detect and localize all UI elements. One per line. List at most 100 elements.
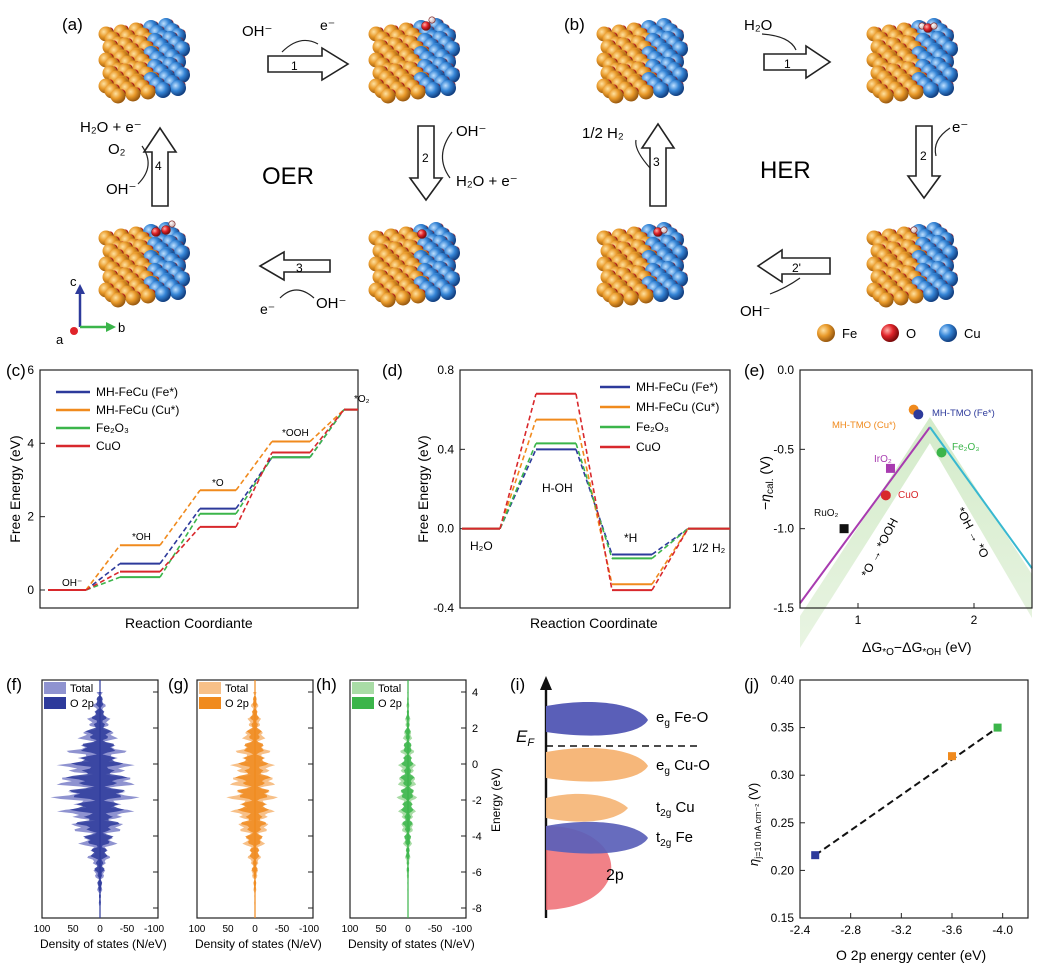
- atom: [380, 292, 396, 308]
- adsorbate-atom: [168, 220, 176, 228]
- data-point: [936, 447, 947, 458]
- panel-a-label: (a): [62, 15, 83, 34]
- arrow-step4: [142, 126, 178, 207]
- panel-h-label: (h): [316, 675, 337, 694]
- legend-label: Fe₂O₃: [636, 420, 669, 434]
- transition-line: [499, 443, 537, 529]
- transition-line: [235, 452, 273, 528]
- atom: [125, 86, 141, 102]
- x-tick-label: 0: [97, 924, 103, 935]
- y-tick-label: 0.15: [771, 911, 795, 925]
- curve-step4: [137, 145, 149, 185]
- x-tick-label: -50: [275, 924, 290, 935]
- state-label: OH⁻: [62, 578, 82, 589]
- atom: [608, 292, 624, 308]
- x-tick-label: 0: [405, 924, 411, 935]
- transition-line: [235, 441, 273, 491]
- point-label: Fe₂O₃: [952, 442, 979, 453]
- volcano-right-line: [929, 426, 1033, 569]
- curve-step2: [441, 131, 453, 179]
- transition-line: [309, 409, 345, 443]
- oer-title: OER: [262, 163, 314, 190]
- her-title: HER: [760, 157, 811, 184]
- adsorbate-atom: [428, 16, 436, 24]
- atom: [893, 290, 909, 306]
- data-point: [948, 752, 956, 761]
- dos-xlabel: Density of states (N/eV): [348, 937, 475, 951]
- arrow-step2: [408, 125, 444, 202]
- atom: [638, 84, 654, 100]
- y-tick-label: 6: [27, 363, 34, 377]
- atom: [440, 80, 456, 96]
- x-tick-label: 2: [971, 613, 978, 627]
- point-label: MH-TMO (Fe*): [932, 408, 995, 419]
- step1-reactant: OH⁻: [242, 23, 272, 40]
- transition-line: [499, 449, 537, 529]
- her-curve-step1: [761, 33, 797, 51]
- transition-line: [651, 528, 689, 585]
- transition-line: [309, 409, 345, 453]
- element-legend: Fe O Cu: [817, 324, 981, 342]
- point-label: CuO: [898, 490, 919, 501]
- atom: [395, 86, 411, 102]
- state-label: *O₂: [354, 394, 370, 405]
- legend-label: Total: [70, 683, 93, 695]
- step1-product: e⁻: [320, 17, 335, 33]
- adsorbate-atom: [930, 22, 938, 30]
- step4-product1: H₂O + e⁻: [80, 119, 142, 136]
- atom: [938, 80, 954, 96]
- panel-b-label: (b): [564, 15, 585, 34]
- panel-c-ylabel: Free Energy (eV): [7, 435, 23, 542]
- x-tick-label: 100: [342, 924, 359, 935]
- panel-i-label: (i): [510, 675, 525, 694]
- slab-b2: [866, 18, 958, 104]
- y-tick-label: 0.30: [771, 768, 795, 782]
- adsorbate-atom: [421, 21, 431, 31]
- transition-line: [159, 508, 201, 565]
- her-step1-reactant: H₂O: [744, 17, 772, 34]
- label-o2p: 2p: [606, 867, 624, 884]
- dos-o2p-area: [399, 692, 415, 906]
- transition-line: [159, 526, 201, 573]
- label-eg-fe-o: eg Fe-O: [656, 709, 708, 729]
- arrow-step1: [267, 46, 350, 82]
- panel-d-xlabel: Reaction Coordinate: [530, 615, 658, 631]
- atom: [110, 292, 126, 308]
- legend-swatch: [199, 697, 221, 709]
- her-step1-number: 1: [784, 57, 791, 71]
- dos-o2p-area: [234, 692, 272, 906]
- x-tick-label: -100: [452, 924, 472, 935]
- panel-d-label: (d): [382, 361, 403, 380]
- panel-e-frame: [799, 369, 1033, 609]
- step2-reactant: OH⁻: [456, 123, 486, 140]
- her-step2-number: 2: [920, 149, 927, 163]
- legend-label: O 2p: [378, 698, 402, 710]
- slab-b4: [596, 222, 688, 308]
- atom: [653, 82, 669, 98]
- her-curve-step3: [635, 139, 651, 169]
- transition-line: [159, 489, 201, 546]
- point-label: IrO₂: [874, 454, 892, 465]
- panel-d-legend: MH-FeCu (Fe*) MH-FeCu (Cu*) Fe₂O₃ CuO: [600, 380, 719, 454]
- atom: [155, 82, 171, 98]
- atom: [623, 86, 639, 102]
- panel-g: (g) Total O 2p 100 50 0 -50 -100 Density of sta…: [168, 675, 322, 951]
- atom: [380, 88, 396, 104]
- state-label: H₂O: [470, 539, 493, 553]
- step3-product: e⁻: [260, 301, 275, 317]
- atom: [623, 290, 639, 306]
- y-tick-label: 2: [27, 510, 34, 524]
- legend-label: CuO: [636, 440, 661, 454]
- step1-number: 1: [291, 59, 298, 73]
- panel-j-ylabel: ηj=10 mA cm⁻² (V): [746, 783, 763, 866]
- x-tick-label: -50: [428, 924, 443, 935]
- panel-e-ylabel: −ηcal. (V): [757, 456, 776, 510]
- state-label: H-OH: [542, 481, 573, 495]
- panel-c: (c) 0 2 4 6 OH⁻ *OH *O *OOH *O₂ Reaction Coordi…: [6, 361, 370, 631]
- fermi-label: EF: [516, 727, 535, 749]
- atom: [140, 288, 156, 304]
- curve-step3: [279, 289, 315, 299]
- label-t2g-cu: t2g Cu: [656, 799, 695, 819]
- atom: [878, 88, 894, 104]
- y-tick-label: 0.4: [437, 442, 454, 456]
